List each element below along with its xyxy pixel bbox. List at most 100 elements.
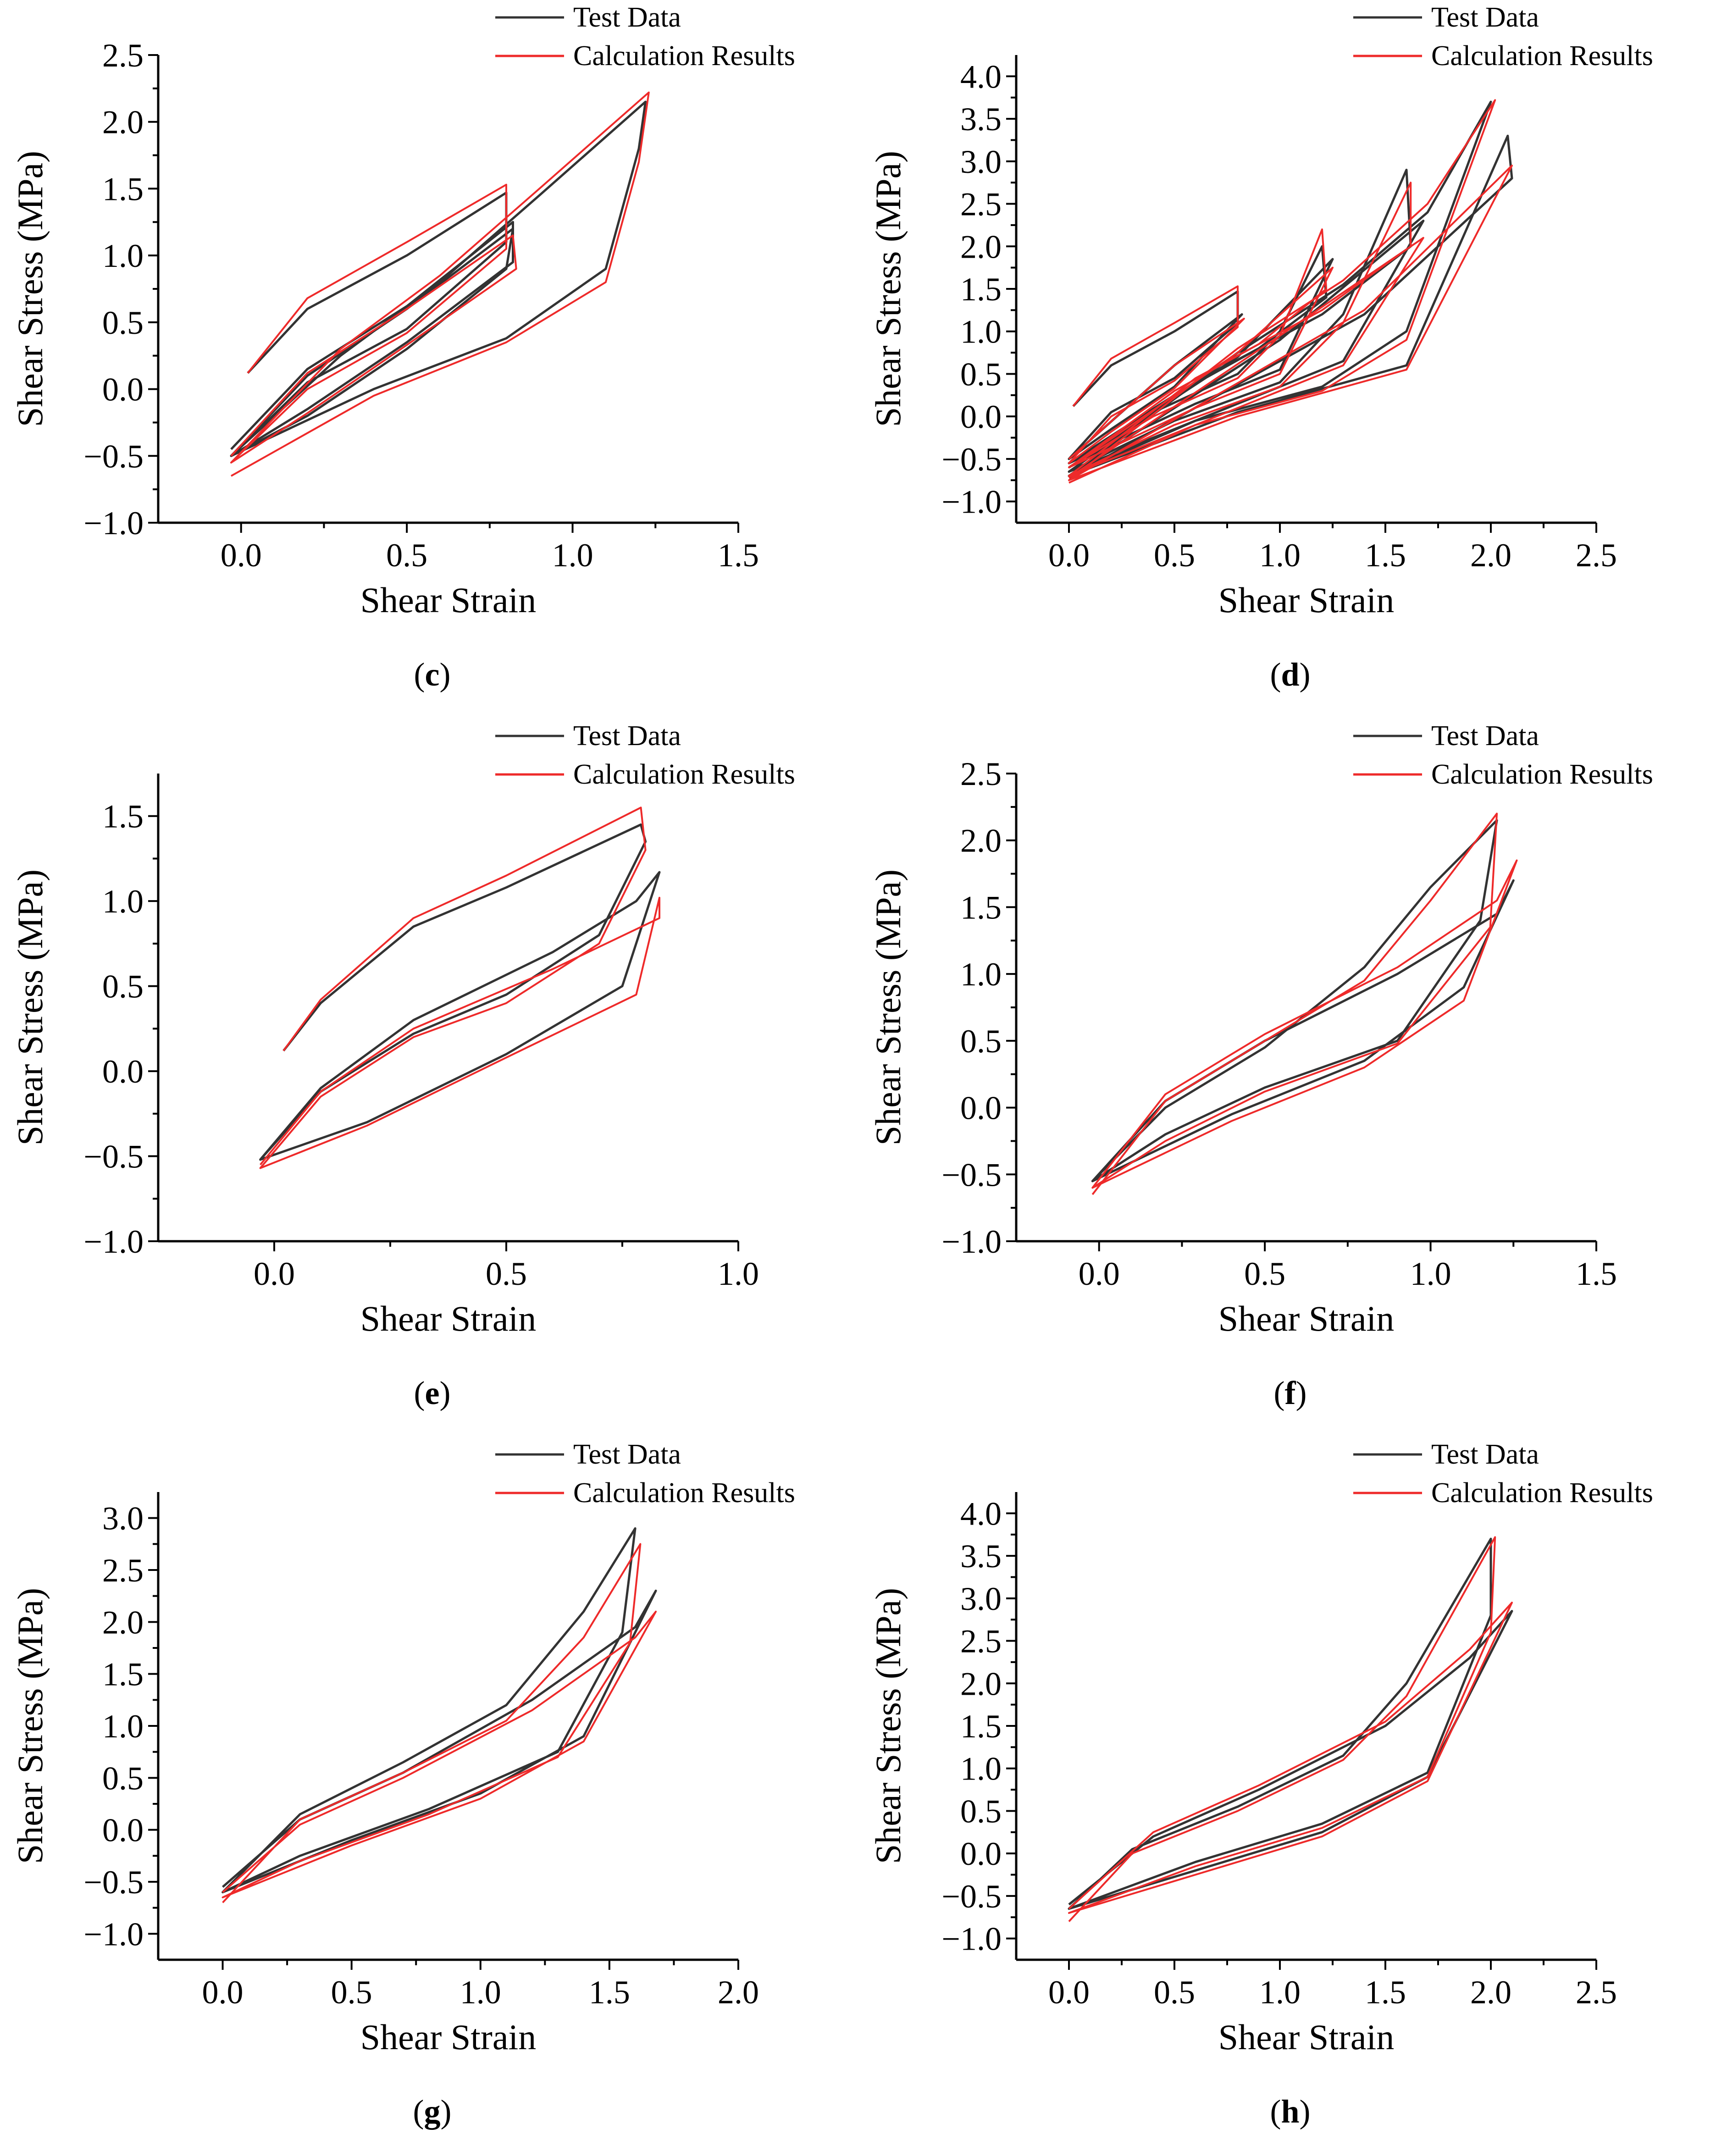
- calculation-results-line-d-2: [1068, 182, 1424, 479]
- y-axis-title: Shear Stress (MPa): [868, 1588, 908, 1864]
- chart-panel-c: 0.0 0.5 1.0 1.5 −1.0 −0.5 0.0 0.5 1.0 1.5 2.0 2.5 Sh…: [0, 0, 858, 719]
- test-data-line-g-0: [221, 1527, 657, 1894]
- chart-svg-c: 0.0 0.5 1.0 1.5 −1.0 −0.5 0.0 0.5 1.0 1.5 2.0 2.5 Sh…: [10, 2, 795, 693]
- chart-svg-f: 0.0 0.5 1.0 1.5 −1.0 −0.5 0.0 0.5 1.0 1.5 2.0 2.5 Sh…: [868, 720, 1653, 1411]
- y-tick-label: 0.0: [960, 1090, 1002, 1127]
- panel-caption: (f): [1274, 1375, 1307, 1411]
- legend-label: Calculation Results: [1431, 759, 1653, 790]
- panel-caption-letter: c: [425, 656, 440, 693]
- y-tick-label: 4.0: [960, 58, 1002, 95]
- panel-caption-letter: f: [1285, 1375, 1296, 1411]
- x-axis-title: Shear Strain: [1218, 1299, 1394, 1338]
- y-tick-label: 1.5: [960, 271, 1002, 308]
- y-tick-label: 3.0: [102, 1500, 144, 1537]
- x-tick-label: 0.0: [221, 537, 262, 574]
- calculation-results-line-c-1: [230, 91, 650, 477]
- x-tick-label: 1.5: [589, 1974, 630, 2011]
- y-tick-label: −1.0: [83, 1223, 144, 1260]
- y-axis-title: Shear Stress (MPa): [868, 151, 908, 427]
- test-data-line-f-0: [1091, 819, 1515, 1183]
- y-tick-label: 1.0: [102, 238, 144, 274]
- y-tick-label: 0.0: [960, 1835, 1002, 1872]
- x-tick-label: 0.5: [1154, 1974, 1195, 2011]
- y-tick-label: 2.0: [960, 823, 1002, 859]
- y-tick-label: −1.0: [941, 484, 1002, 520]
- calculation-results-line-d-0: [1068, 285, 1245, 464]
- x-tick-label: 0.0: [202, 1974, 244, 2011]
- calculation-results-line-d-3: [1068, 99, 1513, 484]
- test-data-line-c-1: [230, 227, 514, 457]
- y-tick-label: 1.5: [102, 798, 144, 835]
- y-tick-label: 2.5: [102, 1552, 144, 1589]
- y-tick-label: 2.0: [960, 228, 1002, 265]
- y-tick-label: −0.5: [83, 1139, 144, 1175]
- y-tick-label: 3.0: [960, 1581, 1002, 1617]
- y-tick-label: 2.5: [960, 186, 1002, 223]
- y-tick-label: 1.0: [102, 1708, 144, 1745]
- x-tick-label: 2.5: [1576, 537, 1617, 574]
- x-axis-title: Shear Strain: [360, 580, 536, 620]
- y-tick-label: −1.0: [941, 1921, 1002, 1957]
- chart-svg-h: 0.0 0.5 1.0 1.5 2.0 2.5 −1.0 −0.5 0.0 0.5 1.0 1.5 2.…: [868, 1439, 1653, 2130]
- y-tick-label: 0.5: [960, 356, 1002, 393]
- chart-panel-e: 0.0 0.5 1.0 −1.0 −0.5 0.0 0.5 1.0 1.5 Shear Strai…: [0, 719, 858, 1437]
- y-tick-label: 1.5: [102, 1656, 144, 1693]
- y-tick-label: 0.0: [960, 398, 1002, 435]
- chart-panel-h: 0.0 0.5 1.0 1.5 2.0 2.5 −1.0 −0.5 0.0 0.5 1.0 1.5 2.…: [858, 1437, 1716, 2156]
- x-tick-label: 0.0: [1048, 537, 1090, 574]
- x-tick-label: 2.0: [718, 1974, 759, 2011]
- x-tick-label: 1.0: [718, 1255, 759, 1292]
- panel-caption: (c): [414, 656, 451, 693]
- panel-caption-letter: h: [1281, 2093, 1299, 2130]
- x-tick-label: 0.0: [1048, 1974, 1090, 2011]
- legend-label: Test Data: [573, 1439, 681, 1470]
- y-tick-label: 0.0: [102, 1053, 144, 1090]
- y-tick-label: 1.0: [960, 1751, 1002, 1787]
- y-tick-label: 1.5: [102, 171, 144, 207]
- x-tick-label: 0.5: [331, 1974, 372, 2011]
- y-tick-label: 0.0: [102, 1812, 144, 1849]
- test-data-line-d-0: [1068, 290, 1243, 460]
- y-tick-label: 2.0: [102, 1604, 144, 1641]
- y-tick-label: 3.5: [960, 1538, 1002, 1575]
- legend-label: Calculation Results: [573, 759, 795, 790]
- y-tick-label: 1.5: [960, 1708, 1002, 1745]
- x-tick-label: 2.0: [1470, 537, 1511, 574]
- x-axis-title: Shear Strain: [1218, 580, 1394, 620]
- y-axis-title: Shear Stress (MPa): [868, 869, 908, 1145]
- y-tick-label: 2.5: [960, 1623, 1002, 1660]
- x-axis-title: Shear Strain: [1218, 2017, 1394, 2057]
- calculation-results-line-g-0: [221, 1543, 657, 1903]
- x-tick-label: 1.0: [1259, 1974, 1301, 2011]
- chart-panel-g: 0.0 0.5 1.0 1.5 2.0 −1.0 −0.5 0.0 0.5 1.0 1.5 2.0 2.…: [0, 1437, 858, 2156]
- y-tick-label: 2.0: [102, 104, 144, 141]
- x-tick-label: 0.5: [486, 1255, 527, 1292]
- y-tick-label: 1.0: [102, 883, 144, 920]
- y-tick-label: 0.5: [960, 1023, 1002, 1060]
- chart-svg-e: 0.0 0.5 1.0 −1.0 −0.5 0.0 0.5 1.0 1.5 Shear Strai…: [10, 720, 795, 1411]
- x-tick-label: 1.0: [552, 537, 593, 574]
- y-tick-label: −0.5: [941, 441, 1002, 478]
- x-tick-label: 1.0: [1259, 537, 1301, 574]
- legend-label: Test Data: [573, 720, 681, 752]
- y-axis-title: Shear Stress (MPa): [10, 869, 50, 1145]
- y-tick-label: 0.5: [102, 1760, 144, 1797]
- calculation-results-line-h-0: [1068, 1536, 1513, 1922]
- y-tick-label: 3.0: [960, 144, 1002, 180]
- legend-label: Test Data: [1431, 720, 1539, 752]
- chart-panel-f: 0.0 0.5 1.0 1.5 −1.0 −0.5 0.0 0.5 1.0 1.5 2.0 2.5 Sh…: [858, 719, 1716, 1437]
- chart-svg-d: 0.0 0.5 1.0 1.5 2.0 2.5 −1.0 −0.5 0.0 0.5 1.0 1.5 2.…: [868, 2, 1653, 693]
- legend-label: Calculation Results: [1431, 40, 1653, 72]
- x-tick-label: 0.5: [386, 537, 427, 574]
- x-tick-label: 1.5: [1365, 537, 1406, 574]
- y-tick-label: 0.5: [102, 968, 144, 1005]
- y-tick-label: 3.5: [960, 101, 1002, 138]
- x-tick-label: 1.5: [1576, 1255, 1617, 1292]
- panel-caption-letter: d: [1281, 656, 1299, 693]
- x-tick-label: 1.5: [718, 537, 759, 574]
- y-tick-label: 1.0: [960, 956, 1002, 993]
- x-tick-label: 1.0: [1410, 1255, 1451, 1292]
- y-tick-label: −0.5: [83, 1864, 144, 1901]
- y-tick-label: 0.0: [102, 371, 144, 408]
- x-tick-label: 2.5: [1576, 1974, 1617, 2011]
